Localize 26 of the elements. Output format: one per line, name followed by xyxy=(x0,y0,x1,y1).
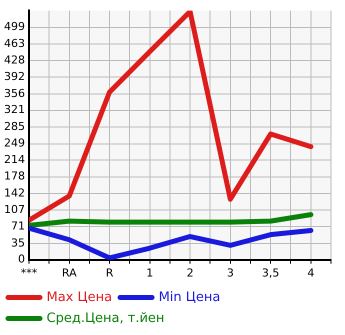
y-tick-label: 71 xyxy=(10,220,25,233)
y-tick-label: 392 xyxy=(4,70,25,84)
y-tick-label: 107 xyxy=(4,202,25,216)
y-tick-label: 463 xyxy=(4,36,25,50)
y-tick-label: 214 xyxy=(4,152,25,166)
x-tick-label: 3 xyxy=(226,266,234,280)
x-tick-label: R xyxy=(106,266,114,280)
x-tick-label: RA xyxy=(62,266,78,280)
legend-label: Max Цена xyxy=(46,290,112,305)
y-tick-label: 321 xyxy=(4,103,25,116)
y-tick-label: 499 xyxy=(4,20,25,34)
x-tick-label: 4 xyxy=(307,266,314,280)
y-tick-label: 285 xyxy=(4,120,25,133)
y-tick-label: 249 xyxy=(4,136,25,150)
legend-label: Min Цена xyxy=(158,290,220,305)
y-tick-label: 178 xyxy=(4,170,25,183)
y-tick-label: 142 xyxy=(4,186,25,200)
y-tick-label: 428 xyxy=(4,53,25,66)
x-tick-label: 1 xyxy=(146,266,154,280)
y-tick-label: 356 xyxy=(4,86,25,100)
x-tick-label: 2 xyxy=(186,266,194,280)
legend-label: Сред.Цена, т.йен xyxy=(46,310,164,326)
x-tick-label: 3,5 xyxy=(262,266,280,280)
y-tick-label: 35 xyxy=(10,236,25,250)
x-tick-label: *** xyxy=(20,266,38,280)
y-tick-label: 0 xyxy=(18,252,25,266)
